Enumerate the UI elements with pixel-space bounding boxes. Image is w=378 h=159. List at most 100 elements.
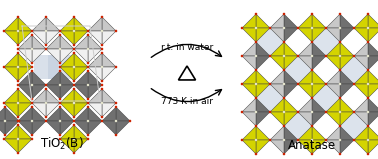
Polygon shape — [46, 107, 60, 121]
Polygon shape — [256, 140, 270, 154]
Polygon shape — [298, 56, 312, 70]
Circle shape — [31, 106, 33, 108]
Polygon shape — [74, 89, 88, 103]
Circle shape — [87, 30, 89, 32]
Circle shape — [255, 111, 257, 113]
Circle shape — [255, 139, 257, 141]
Circle shape — [59, 62, 61, 64]
Circle shape — [87, 138, 89, 140]
Polygon shape — [284, 42, 298, 56]
Circle shape — [17, 124, 19, 126]
Polygon shape — [312, 70, 326, 84]
Polygon shape — [88, 67, 102, 81]
Circle shape — [101, 120, 103, 122]
Polygon shape — [60, 53, 74, 67]
Polygon shape — [4, 103, 18, 117]
Circle shape — [59, 66, 61, 68]
Circle shape — [101, 66, 103, 68]
Polygon shape — [74, 107, 88, 121]
Polygon shape — [32, 107, 46, 121]
Polygon shape — [60, 67, 74, 81]
Circle shape — [339, 153, 341, 155]
Polygon shape — [88, 121, 102, 135]
Circle shape — [367, 55, 369, 57]
Circle shape — [87, 70, 89, 72]
Polygon shape — [326, 84, 340, 98]
Polygon shape — [88, 17, 102, 31]
Circle shape — [241, 27, 243, 29]
Circle shape — [353, 83, 355, 85]
Text: r.t. in water: r.t. in water — [161, 42, 213, 52]
Polygon shape — [256, 28, 270, 42]
Bar — [34, 55, 58, 79]
Circle shape — [59, 84, 61, 86]
Circle shape — [73, 116, 75, 118]
Circle shape — [31, 66, 33, 68]
Polygon shape — [74, 31, 88, 45]
Polygon shape — [270, 84, 284, 98]
Polygon shape — [340, 112, 354, 126]
Circle shape — [283, 125, 285, 127]
Polygon shape — [312, 112, 326, 126]
Circle shape — [4, 106, 6, 108]
Circle shape — [311, 55, 313, 57]
Circle shape — [367, 69, 369, 71]
Polygon shape — [312, 42, 326, 56]
Circle shape — [3, 66, 5, 68]
Polygon shape — [18, 71, 32, 85]
Circle shape — [73, 124, 75, 126]
Bar — [283, 111, 313, 141]
Polygon shape — [340, 126, 354, 140]
Circle shape — [325, 139, 327, 141]
Circle shape — [325, 83, 327, 85]
Polygon shape — [18, 67, 32, 81]
Polygon shape — [354, 56, 368, 70]
Circle shape — [311, 27, 313, 29]
Circle shape — [73, 152, 75, 154]
Polygon shape — [74, 71, 88, 85]
Polygon shape — [60, 139, 74, 153]
Circle shape — [17, 152, 19, 154]
Circle shape — [283, 153, 285, 155]
Polygon shape — [88, 103, 102, 117]
Polygon shape — [32, 121, 46, 135]
Circle shape — [73, 138, 75, 140]
Polygon shape — [368, 112, 378, 126]
Circle shape — [297, 111, 299, 113]
Circle shape — [73, 120, 75, 122]
Polygon shape — [284, 28, 298, 42]
Polygon shape — [4, 89, 18, 103]
Circle shape — [87, 120, 89, 122]
Polygon shape — [326, 70, 340, 84]
Circle shape — [283, 13, 285, 15]
Circle shape — [31, 84, 33, 86]
Polygon shape — [46, 49, 60, 63]
Polygon shape — [340, 42, 354, 56]
Polygon shape — [312, 56, 326, 70]
Polygon shape — [340, 140, 354, 154]
Polygon shape — [60, 125, 74, 139]
Circle shape — [353, 111, 355, 113]
Polygon shape — [74, 125, 88, 139]
Circle shape — [59, 102, 61, 104]
Polygon shape — [18, 89, 32, 103]
Polygon shape — [18, 53, 32, 67]
Polygon shape — [18, 103, 32, 117]
Circle shape — [87, 62, 89, 64]
Circle shape — [311, 125, 313, 127]
Polygon shape — [46, 85, 60, 99]
Circle shape — [269, 111, 271, 113]
Circle shape — [59, 98, 61, 100]
Circle shape — [115, 30, 117, 32]
Circle shape — [17, 30, 19, 32]
Polygon shape — [5, 121, 19, 135]
Polygon shape — [0, 121, 5, 135]
Polygon shape — [340, 14, 354, 28]
Polygon shape — [46, 103, 60, 117]
Polygon shape — [60, 35, 74, 49]
Circle shape — [87, 98, 89, 100]
Polygon shape — [18, 121, 32, 135]
Polygon shape — [354, 112, 368, 126]
Polygon shape — [326, 56, 340, 70]
Circle shape — [325, 55, 327, 57]
